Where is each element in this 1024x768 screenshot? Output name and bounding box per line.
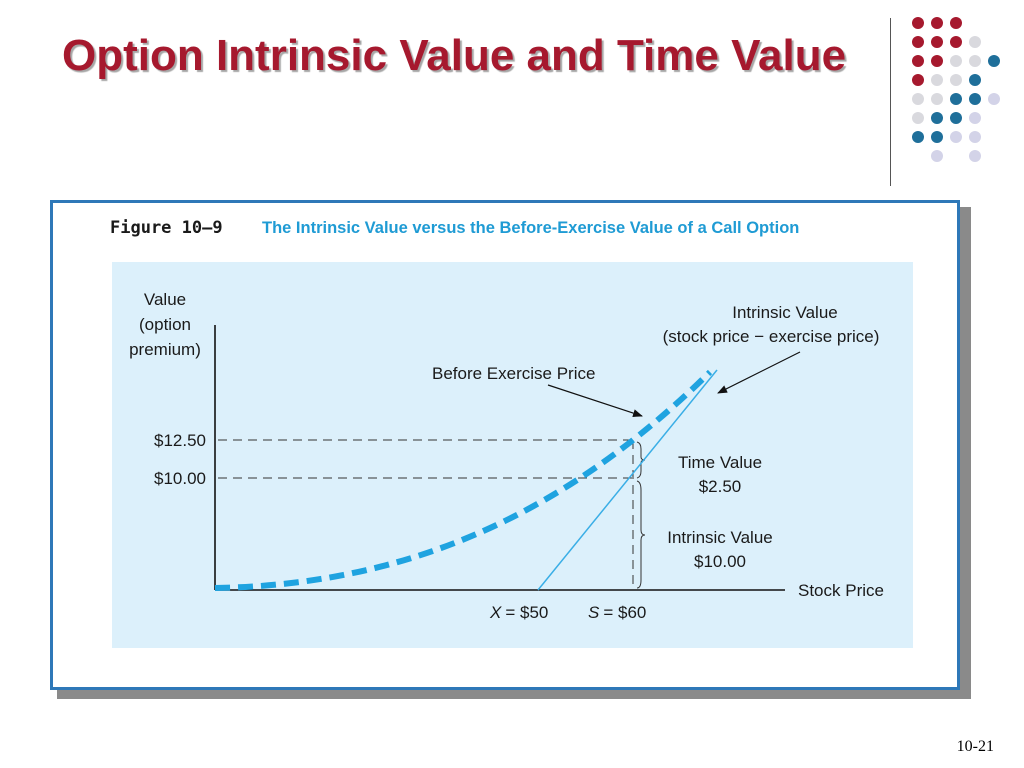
x-axis-label: Stock Price — [798, 581, 884, 600]
intrinsic-curve-label-line-2: (stock price − exercise price) — [663, 327, 880, 346]
plot-background — [112, 262, 913, 648]
x-point-stock: S = $60 — [588, 603, 646, 622]
title-divider — [890, 18, 891, 186]
time-value-label-line-1: Time Value — [678, 453, 762, 472]
intrinsic-curve-arrow — [717, 351, 801, 394]
time-value-bracket — [636, 441, 646, 479]
intrinsic-value-line — [537, 369, 718, 591]
intrinsic-curve-label-line-1: Intrinsic Value — [732, 303, 838, 322]
slide-title: Option Intrinsic Value and Time Value — [62, 31, 847, 80]
intrinsic-value-bracket — [636, 480, 646, 589]
page-number: 10-21 — [956, 738, 994, 755]
intrinsic-value-label-line-2: $10.00 — [694, 552, 746, 571]
before-exercise-arrow — [547, 384, 643, 417]
intrinsic-value-label-line-1: Intrinsic Value — [667, 528, 773, 547]
y-axis-label-line-1: Value — [144, 290, 186, 309]
before-exercise-curve — [214, 369, 713, 591]
x-point-exercise: X = $50 — [489, 603, 548, 622]
before-exercise-label: Before Exercise Price — [432, 364, 595, 383]
figure-caption: The Intrinsic Value versus the Before-Ex… — [262, 219, 800, 237]
y-tick-10-00: $10.00 — [154, 469, 206, 488]
time-value-label-line-2: $2.50 — [699, 477, 742, 496]
y-axis-label-line-3: premium) — [129, 340, 201, 359]
y-axis-label-line-2: (option — [139, 315, 191, 334]
figure-number: Figure 10–9 — [110, 218, 223, 238]
y-tick-12-50: $12.50 — [154, 431, 206, 450]
